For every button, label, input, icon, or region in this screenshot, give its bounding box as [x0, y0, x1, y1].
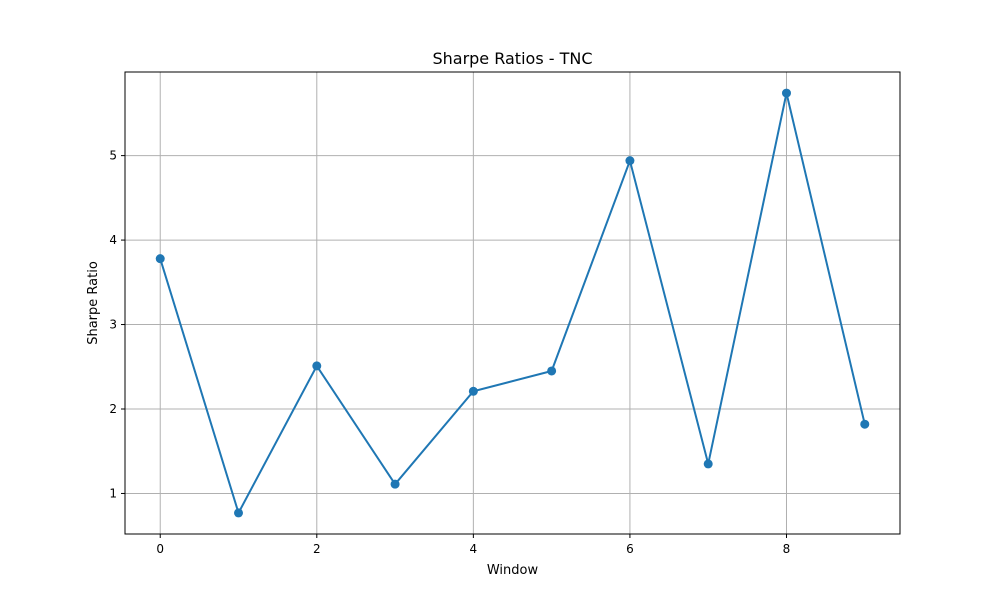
data-point	[234, 508, 244, 518]
x-tick-label: 0	[156, 542, 164, 556]
x-tick-label: 6	[626, 542, 634, 556]
chart-title: Sharpe Ratios - TNC	[432, 49, 592, 68]
y-axis-label: Sharpe Ratio	[86, 261, 101, 345]
series-group	[155, 88, 870, 518]
data-point	[781, 88, 791, 98]
y-tick-label: 2	[109, 402, 117, 416]
plot-area-frame	[124, 71, 901, 535]
data-point	[860, 419, 870, 429]
x-tick-label: 4	[470, 542, 478, 556]
y-tick-label: 3	[109, 318, 117, 332]
y-tick-label: 5	[109, 149, 117, 163]
data-point	[155, 254, 165, 264]
axis-ticks: 0 2 4 6 8 1 2 3 4 5	[109, 149, 790, 556]
data-point	[703, 459, 713, 469]
y-tick-label: 4	[109, 233, 117, 247]
data-point	[625, 156, 635, 166]
data-point	[312, 361, 322, 371]
y-tick-label: 1	[109, 486, 117, 500]
x-axis-label: Window	[487, 563, 539, 578]
data-point	[547, 366, 557, 376]
data-point	[468, 386, 478, 396]
x-tick-label: 2	[313, 542, 321, 556]
series-line	[159, 92, 866, 516]
grid	[125, 72, 900, 534]
data-point	[390, 479, 400, 489]
x-tick-label: 8	[783, 542, 791, 556]
